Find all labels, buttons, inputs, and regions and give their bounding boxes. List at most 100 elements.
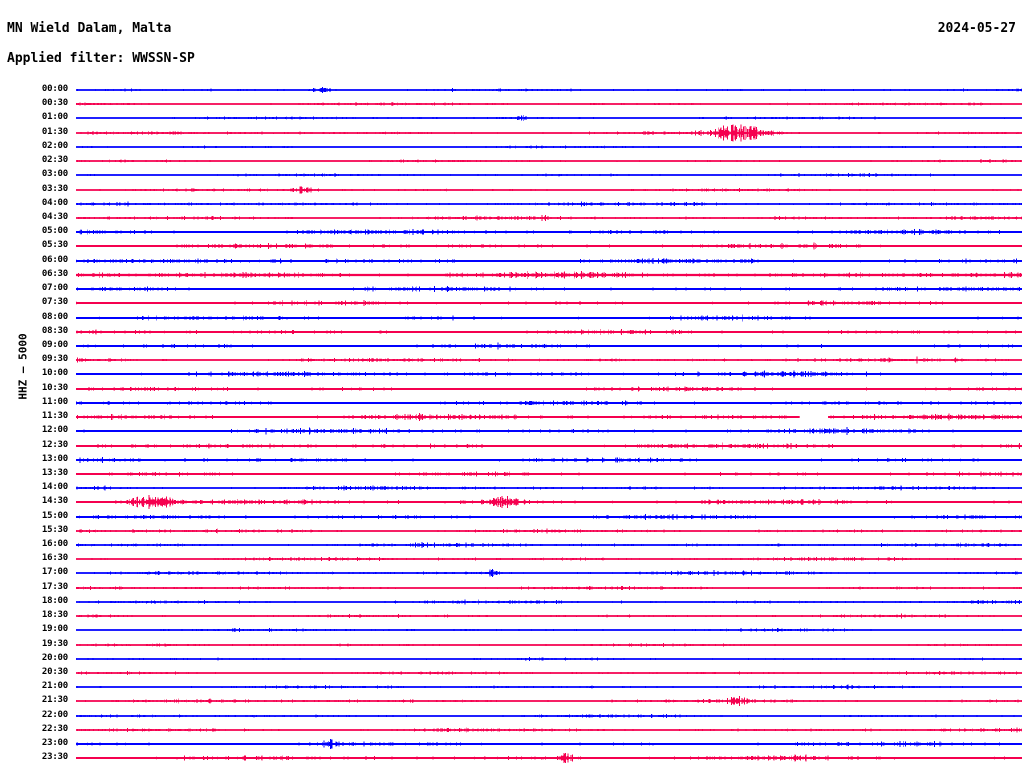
trace-row: 05:00 — [0, 224, 1024, 239]
seismic-trace — [76, 528, 1022, 534]
seismic-trace — [76, 684, 1022, 690]
seismic-trace — [76, 145, 1022, 149]
row-time-label: 13:30 — [41, 467, 68, 478]
row-time-label: 13:00 — [41, 453, 68, 464]
record-date: 2024-05-27 — [937, 21, 1016, 36]
row-time-label: 05:30 — [41, 240, 68, 251]
trace-row: 07:00 — [0, 281, 1024, 296]
row-time-label: 14:30 — [41, 496, 68, 507]
seismic-trace — [76, 738, 1022, 750]
row-time-label: 20:00 — [41, 652, 68, 663]
row-time-label: 14:00 — [41, 482, 68, 493]
seismic-trace — [76, 471, 1022, 477]
seismic-trace — [76, 542, 1022, 548]
seismic-trace — [76, 328, 1022, 335]
seismic-trace — [76, 356, 1022, 364]
row-time-label: 19:00 — [41, 624, 68, 635]
row-time-label: 08:30 — [41, 325, 68, 336]
row-time-label: 09:30 — [41, 354, 68, 365]
trace-row: 21:30 — [0, 693, 1024, 708]
trace-row: 13:00 — [0, 452, 1024, 467]
seismic-trace — [76, 173, 1022, 178]
row-time-label: 07:30 — [41, 297, 68, 308]
trace-row: 04:30 — [0, 210, 1024, 225]
header: MN Wield Dalam, Malta 2024-05-27 Applied… — [0, 0, 1024, 78]
applied-filter-label: Applied filter: WWSSN-SP — [7, 51, 195, 66]
row-time-label: 20:30 — [41, 667, 68, 678]
seismic-trace — [76, 442, 1022, 449]
trace-row: 00:30 — [0, 96, 1024, 111]
row-time-label: 17:30 — [41, 581, 68, 592]
trace-row: 22:00 — [0, 708, 1024, 723]
trace-row: 15:30 — [0, 523, 1024, 538]
trace-row: 02:00 — [0, 139, 1024, 154]
row-time-label: 11:00 — [41, 396, 68, 407]
trace-row: 20:30 — [0, 665, 1024, 680]
seismic-trace — [76, 201, 1022, 207]
row-time-label: 08:00 — [41, 311, 68, 322]
seismic-trace — [76, 485, 1022, 491]
seismic-trace — [76, 243, 1022, 250]
trace-row: 20:00 — [0, 651, 1024, 666]
trace-row: 01:00 — [0, 110, 1024, 125]
seismic-trace — [76, 185, 1022, 194]
seismic-trace — [76, 513, 1022, 520]
row-time-label: 06:30 — [41, 268, 68, 279]
trace-row: 12:00 — [0, 423, 1024, 438]
trace-row: 19:30 — [0, 637, 1024, 652]
trace-row: 14:30 — [0, 494, 1024, 510]
trace-row: 11:30 — [0, 409, 1024, 424]
trace-row: 06:30 — [0, 267, 1024, 282]
trace-row: 04:00 — [0, 196, 1024, 211]
row-time-label: 17:00 — [41, 567, 68, 578]
trace-row: 23:00 — [0, 736, 1024, 751]
trace-row: 13:30 — [0, 466, 1024, 481]
trace-row: 03:30 — [0, 182, 1024, 197]
trace-row: 17:00 — [0, 565, 1024, 580]
trace-row: 18:30 — [0, 608, 1024, 623]
seismic-trace — [76, 557, 1022, 562]
trace-row: 08:30 — [0, 324, 1024, 339]
row-time-label: 12:30 — [41, 439, 68, 450]
trace-row: 00:00 — [0, 82, 1024, 97]
seismic-trace — [76, 270, 1022, 279]
seismic-trace — [76, 257, 1022, 264]
seismic-trace — [76, 386, 1022, 391]
row-time-label: 05:00 — [41, 226, 68, 237]
seismic-trace — [76, 314, 1022, 321]
seismic-trace — [76, 413, 1022, 421]
helicorder-plot: 00:00 00:30 01:00 01:30 02:00 02:30 03:00 03:30… — [0, 78, 1024, 778]
seismic-trace — [76, 427, 1022, 436]
row-time-label: 07:00 — [41, 283, 68, 294]
row-time-label: 15:00 — [41, 510, 68, 521]
trace-row: 09:30 — [0, 352, 1024, 367]
trace-row: 15:00 — [0, 509, 1024, 524]
trace-row: 19:00 — [0, 622, 1024, 637]
seismic-trace — [76, 671, 1022, 675]
trace-row: 18:00 — [0, 594, 1024, 609]
seismic-trace — [76, 87, 1022, 93]
row-time-label: 09:00 — [41, 339, 68, 350]
trace-row: 03:00 — [0, 167, 1024, 182]
row-time-label: 22:30 — [41, 723, 68, 734]
trace-row: 05:30 — [0, 238, 1024, 253]
row-time-label: 22:00 — [41, 709, 68, 720]
seismic-trace — [76, 229, 1022, 236]
seismic-trace — [76, 400, 1022, 406]
row-time-label: 18:00 — [41, 595, 68, 606]
trace-row: 07:30 — [0, 295, 1024, 310]
row-time-label: 16:00 — [41, 539, 68, 550]
row-time-label: 23:00 — [41, 738, 68, 749]
trace-row: 17:30 — [0, 580, 1024, 595]
seismic-trace — [76, 456, 1022, 463]
row-time-label: 02:00 — [41, 140, 68, 151]
row-time-label: 16:30 — [41, 553, 68, 564]
row-time-label: 10:30 — [41, 382, 68, 393]
seismic-trace — [76, 613, 1022, 619]
seismic-trace — [76, 102, 1022, 107]
trace-row: 10:00 — [0, 366, 1024, 381]
page-title: MN Wield Dalam, Malta — [7, 21, 172, 36]
trace-row: 12:30 — [0, 438, 1024, 453]
row-time-label: 04:00 — [41, 197, 68, 208]
trace-row: 21:00 — [0, 679, 1024, 694]
